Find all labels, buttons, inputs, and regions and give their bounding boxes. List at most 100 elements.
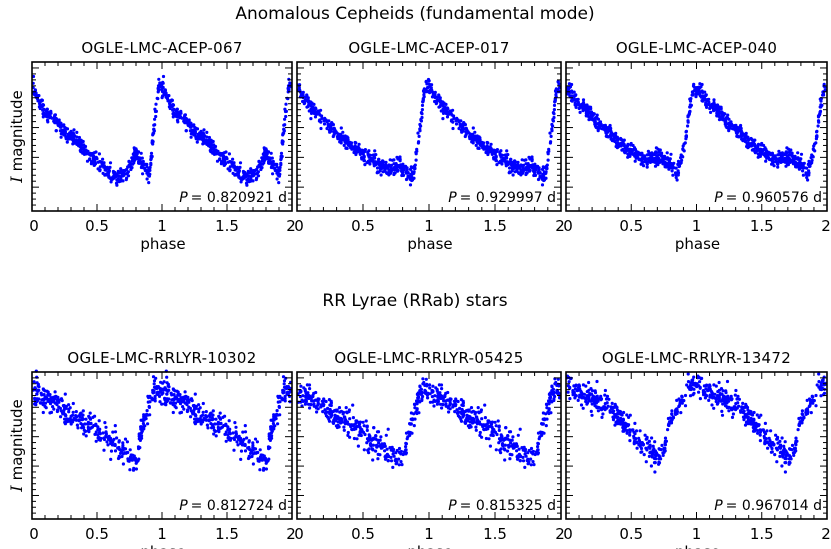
data-point xyxy=(309,117,313,121)
data-point xyxy=(641,157,645,161)
data-point xyxy=(654,151,659,155)
data-point xyxy=(234,425,238,429)
data-point xyxy=(63,413,67,417)
data-point xyxy=(339,136,343,140)
data-point xyxy=(54,116,58,120)
data-point xyxy=(532,163,536,167)
data-point xyxy=(570,94,574,98)
data-point xyxy=(626,143,630,148)
data-point xyxy=(356,444,360,448)
data-point xyxy=(770,151,775,155)
data-point xyxy=(516,163,520,167)
data-point xyxy=(51,405,55,409)
data-point xyxy=(339,416,343,420)
data-point xyxy=(355,146,359,150)
data-point xyxy=(412,424,416,428)
data-point xyxy=(234,172,238,176)
data-point xyxy=(327,119,331,123)
data-point xyxy=(747,144,751,148)
data-point xyxy=(99,436,103,441)
data-point xyxy=(529,446,534,451)
data-point xyxy=(521,459,526,463)
data-point xyxy=(155,386,159,390)
data-point xyxy=(279,151,284,155)
data-point xyxy=(134,467,138,471)
data-point xyxy=(243,430,248,434)
data-point xyxy=(447,398,451,402)
data-point xyxy=(271,421,275,426)
data-point xyxy=(164,403,168,407)
data-point xyxy=(376,170,381,174)
data-point xyxy=(632,153,636,157)
data-point xyxy=(39,401,43,405)
data-point xyxy=(700,89,704,94)
data-point xyxy=(284,114,288,119)
data-point xyxy=(477,410,481,414)
data-point xyxy=(499,149,503,153)
data-point xyxy=(254,178,258,182)
data-point xyxy=(417,411,421,415)
data-point xyxy=(228,168,232,172)
data-point xyxy=(412,412,416,416)
data-point xyxy=(661,158,665,162)
data-point xyxy=(152,382,156,386)
data-point xyxy=(266,156,270,160)
data-point xyxy=(511,435,515,439)
data-point xyxy=(473,412,477,416)
data-point xyxy=(202,141,206,145)
data-point xyxy=(392,167,396,171)
data-point xyxy=(643,157,647,161)
data-point xyxy=(83,422,87,426)
data-point xyxy=(248,171,252,175)
data-point xyxy=(777,153,781,157)
data-point xyxy=(362,155,366,159)
data-point xyxy=(273,162,277,166)
data-point xyxy=(679,411,683,415)
data-point xyxy=(536,451,541,455)
data-point xyxy=(152,123,156,127)
data-point xyxy=(255,440,259,444)
data-point xyxy=(259,167,263,172)
data-point xyxy=(113,424,117,428)
data-point xyxy=(216,420,220,424)
data-point xyxy=(156,97,160,101)
data-point xyxy=(650,436,654,440)
data-point xyxy=(440,387,444,391)
data-point xyxy=(676,169,680,173)
data-point xyxy=(503,157,507,161)
data-point xyxy=(174,109,179,113)
data-point xyxy=(339,141,343,145)
data-point xyxy=(197,418,201,422)
data-point xyxy=(802,161,806,165)
data-point xyxy=(419,117,423,122)
data-point xyxy=(397,463,401,467)
data-point xyxy=(48,393,52,397)
data-point xyxy=(209,150,213,154)
data-point xyxy=(619,138,624,142)
data-point xyxy=(96,425,100,429)
data-point xyxy=(283,107,287,111)
data-point xyxy=(596,129,600,133)
data-point xyxy=(78,142,82,146)
data-point xyxy=(198,406,202,410)
data-point xyxy=(239,180,243,184)
data-point xyxy=(750,142,754,146)
data-point xyxy=(544,412,548,416)
data-point xyxy=(746,141,751,145)
data-point xyxy=(125,440,129,444)
y-axis-symbol: I xyxy=(7,485,26,493)
data-point xyxy=(364,419,368,423)
data-point xyxy=(345,420,349,424)
data-point xyxy=(548,141,553,145)
data-point xyxy=(672,161,676,165)
data-point xyxy=(498,152,502,156)
data-point xyxy=(430,88,434,92)
data-point xyxy=(611,133,615,137)
data-point xyxy=(475,415,479,419)
data-point xyxy=(327,398,331,402)
data-point xyxy=(348,417,352,421)
data-point xyxy=(316,403,320,407)
data-point xyxy=(421,394,425,399)
data-point xyxy=(619,142,623,146)
